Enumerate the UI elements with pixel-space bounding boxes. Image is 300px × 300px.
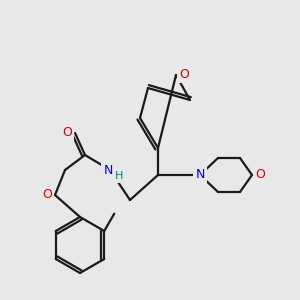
Text: O: O [255, 169, 265, 182]
Text: O: O [62, 127, 72, 140]
Text: H: H [115, 171, 123, 181]
Text: N: N [195, 169, 205, 182]
Text: O: O [179, 68, 189, 82]
Text: N: N [103, 164, 113, 176]
Text: O: O [42, 188, 52, 202]
